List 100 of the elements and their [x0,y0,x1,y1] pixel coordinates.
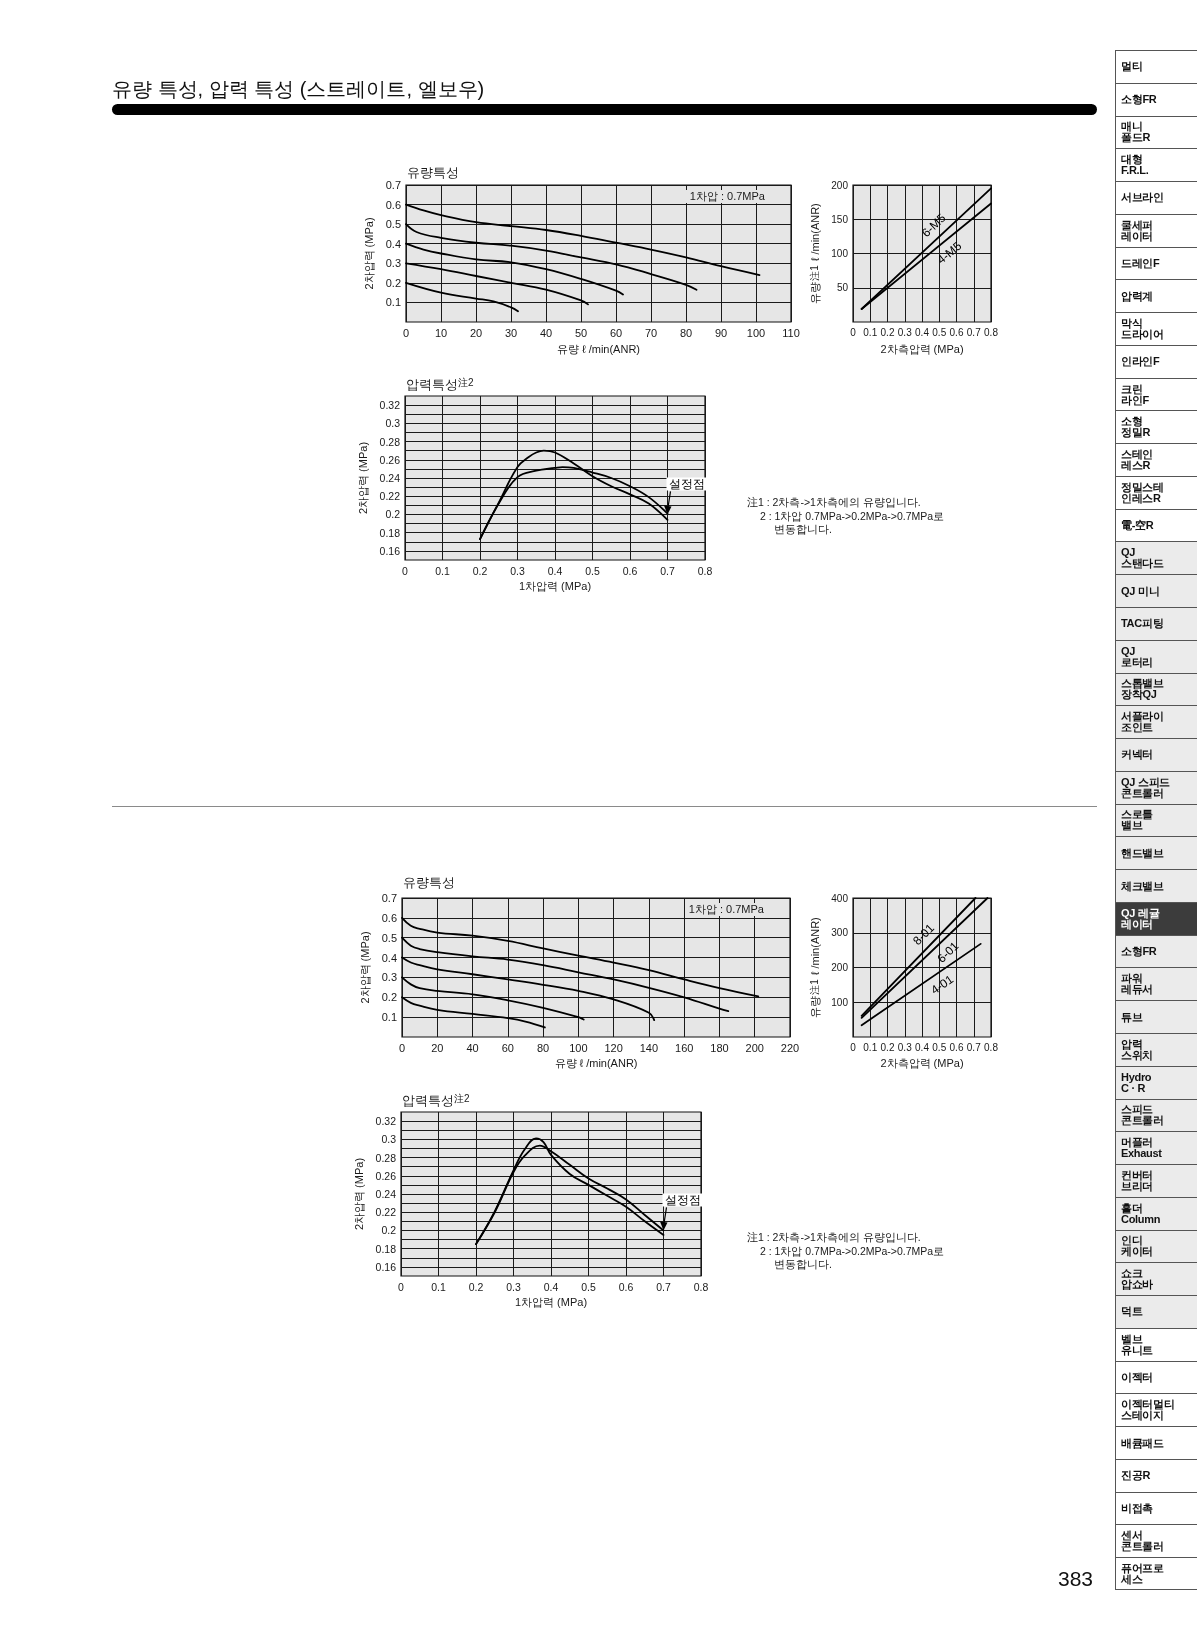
y-tick-label: 0.1 [381,1011,397,1024]
index-tab: 컨버터 브리더 [1115,1164,1197,1197]
index-tab: 소형 정밀R [1115,410,1197,444]
x-tick-label: 0.3 [510,564,525,577]
y-tick-label: 0.7 [385,179,401,191]
category-label: 인라인F [1121,355,1160,368]
y-axis-title: 유량注1 ℓ /min(ANR) [808,203,821,304]
x-tick-label: 0 [850,326,857,338]
x-tick-label: 200 [745,1041,764,1054]
x-tick-label: 0.4 [915,326,930,338]
index-tab: 크린 라인F [1115,377,1197,411]
x-tick-label: 0.6 [949,326,964,338]
x-tick-label: 0.5 [932,1041,947,1053]
x-tick-label: 0 [398,1041,406,1054]
y-tick-label: 0.24 [375,1188,397,1200]
x-tick-label: 0.5 [585,564,600,577]
category-label: 퓨어프로 세스 [1121,1561,1164,1585]
y-axis-title: 유량注1 ℓ /min(ANR) [808,917,821,1018]
x-tick-label: 0.6 [618,1280,634,1293]
x-axis-title: 2차측압력 (MPa) [880,342,964,355]
y-tick-label: 0.28 [379,435,401,448]
y-tick-label: 0.2 [381,1224,397,1237]
category-label: 튜브 [1121,1010,1143,1023]
x-axis-title: 유량 ℓ /min(ANR) [554,1057,638,1070]
y-tick-label: 0.6 [385,198,401,211]
x-tick-label: 0 [402,326,410,339]
index-tab: 정밀스테 인레스R [1115,475,1197,509]
category-label: QJ 미니 [1121,584,1160,597]
x-tick-label: 10 [434,326,448,339]
x-tick-label: 40 [539,326,553,339]
x-tick-label: 20 [469,326,483,339]
index-tab: QJ 스탠다드 [1115,541,1197,575]
annotation: 1차압 : 0.7MPa [685,190,769,203]
y-tick-label: 0.6 [381,911,397,924]
category-label: 쇼크 압쇼바 [1121,1267,1154,1291]
annotation: 1차압 : 0.7MPa [684,903,768,916]
index-tab: QJ 스피드 콘트롤러 [1115,770,1197,804]
index-tab: 드레인F [1115,246,1197,280]
y-tick-label: 0.4 [385,237,401,250]
category-label: 소형FR [1121,93,1157,106]
category-label: 컨버터 브리더 [1121,1168,1154,1192]
category-label: QJ 스탠다드 [1121,546,1164,570]
index-tab: 電-空R [1115,508,1197,542]
x-tick-label: 110 [782,326,800,339]
y-tick-label: 0.32 [375,1115,397,1128]
x-tick-label: 0.3 [506,1280,521,1293]
x-tick-label: 0 [402,564,409,577]
index-tab: 핸드밸브 [1115,836,1197,870]
index-tab: 압력 스위치 [1115,1032,1197,1066]
x-tick-label: 60 [609,326,623,339]
category-label: 쿨세퍼 레이터 [1121,218,1154,242]
index-tab: 홀더 Column [1115,1196,1197,1230]
y-tick-label: 100 [831,996,849,1008]
y-tick-label: 0.1 [385,296,401,309]
x-axis-title: 유량 ℓ /min(ANR) [557,342,640,355]
index-tab: 스테인 레스R [1115,443,1197,476]
text: 2 : 1차압 0.7MPa->0.2MPa->0.7MPa로 변동합니다. [760,1244,946,1272]
y-tick-label: 0.22 [375,1206,397,1219]
index-tab: QJ 레귤 레이터 [1115,901,1197,935]
x-tick-label: 0.8 [693,1280,709,1293]
x-axis-title: 1차압력 (MPa) [514,1296,588,1309]
index-tab: QJ 미니 [1115,574,1197,607]
index-tab: 쿨세퍼 레이터 [1115,213,1197,247]
x-tick-label: 160 [675,1041,694,1054]
category-label: TAC피팅 [1121,617,1164,630]
category-label: QJ 레귤 레이터 [1121,906,1160,930]
x-tick-label: 0.2 [880,1041,895,1053]
index-tab: Hydro C · R [1115,1065,1197,1099]
category-label: 서플라이 조인트 [1121,710,1164,734]
index-tab: 진공R [1115,1458,1197,1492]
category-label: 체크밸브 [1121,879,1164,892]
x-tick-label: 0.1 [863,326,878,338]
index-tab: 쇼크 압쇼바 [1115,1262,1197,1296]
category-label: 인디 케이터 [1121,1234,1154,1258]
category-label: 파워 레듀서 [1121,972,1154,996]
x-tick-label: 0.2 [468,1280,484,1293]
text: 4-01 [928,971,957,998]
category-label: 머플러 Exhaust [1121,1136,1162,1160]
category-label: 센서 콘트롤러 [1121,1529,1164,1553]
y-axis-title: 2차압력 (MPa) [359,931,372,1004]
category-label: 스테인 레스R [1121,448,1154,472]
category-label: 스톱밸브 장착QJ [1121,677,1164,701]
index-tab: 스피드 콘트롤러 [1115,1098,1197,1132]
x-tick-label: 0.8 [984,326,999,338]
x-tick-label: 40 [466,1041,479,1054]
index-tab: 서플라이 조인트 [1115,705,1197,739]
x-tick-label: 90 [714,326,728,339]
x-tick-label: 0.2 [472,564,488,577]
y-tick-label: 0.18 [379,526,401,539]
y-tick-label: 0.18 [375,1242,397,1255]
x-tick-label: 140 [639,1041,659,1054]
category-label: QJ 로터리 [1121,644,1154,668]
x-tick-label: 0.5 [932,326,947,338]
index-tab: 소형FR [1115,934,1197,968]
category-label: 이젝터멀티 스테이지 [1121,1398,1175,1422]
index-tab: 막식 드라이어 [1115,312,1197,345]
x-tick-label: 0.6 [949,1041,964,1053]
y-tick-label: 0.22 [379,490,401,503]
x-tick-label: 0.1 [431,1280,446,1293]
annotation: 설정점 [664,1194,701,1207]
